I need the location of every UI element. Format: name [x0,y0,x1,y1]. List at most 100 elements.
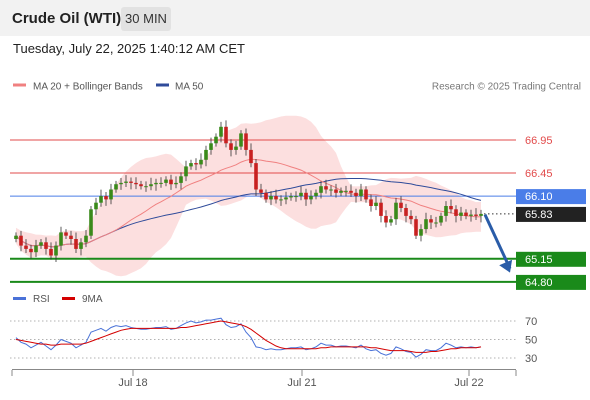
candle-body [34,245,38,253]
candle-body [294,196,298,198]
candle-body [304,192,308,200]
candle [364,186,368,203]
candle [414,215,418,239]
candle-body [394,202,398,220]
candle [84,230,88,248]
candle [254,159,258,196]
rsi-ma-swatch [62,297,75,300]
candle [54,241,58,262]
candle-body [149,184,153,187]
candle [139,180,143,190]
candle-body [224,126,228,144]
candle-body [389,219,393,223]
candle-body [184,166,188,177]
candle-body [79,242,83,249]
candle-body [99,196,103,203]
candle [244,128,248,156]
candle [239,130,243,150]
price-tag-label: 66.10 [525,191,553,203]
candle-body [154,182,158,185]
candle [394,197,398,225]
candle [59,226,63,251]
candle-body [189,163,193,167]
candle [164,176,168,187]
candle-body [429,219,433,223]
arrow-head [499,259,513,273]
candle-body [144,186,148,188]
candle [349,184,353,197]
candle-body [74,239,78,249]
ma20-polyline [15,158,482,248]
price-tag-66.95: 66.95 [525,135,553,147]
candle [299,186,303,201]
chart-header: Crude Oil (WTI) 30 MIN [0,0,590,36]
candle-body [24,245,28,249]
candle [109,183,113,205]
price-tag-label: 64.80 [525,277,553,289]
candle [44,237,48,255]
candle [129,177,133,190]
candle [154,178,158,191]
candle-body [134,182,138,185]
candle-body [474,214,478,216]
rsi-ma-polyline [15,320,482,353]
candle-body [289,196,293,198]
candle-body [169,179,173,185]
candle-body [319,186,323,193]
candle-body [354,192,358,197]
candle [444,201,448,222]
candle-body [449,206,453,210]
candle-body [309,196,313,200]
candle-body [129,181,133,183]
candle-body [254,163,258,190]
candle [439,212,443,226]
candle [134,177,138,190]
candle [354,188,358,203]
candle-body [419,229,423,236]
candle-body [444,206,448,216]
candle-body [54,245,58,256]
candle [359,183,363,201]
candle-body [399,202,403,208]
candle-body [209,143,213,150]
candle-body [244,133,248,150]
timeframe-badge[interactable]: 30 MIN [121,7,171,31]
candle [99,189,103,207]
candle [149,177,153,191]
candle-body [199,159,203,165]
candle-body [59,232,63,246]
candle [384,210,388,228]
price-tag-label: 65.83 [525,209,553,221]
candle-body [89,209,93,236]
candle-body [139,184,143,187]
candle [179,172,183,190]
candle [459,206,463,221]
candlesticks [14,120,483,262]
candle-body [349,190,353,193]
candle-body [124,181,128,183]
candle-body [44,242,48,249]
candle-body [109,189,113,200]
candle-body [479,213,483,216]
rsi-tick-label-50: 50 [525,335,537,347]
price-tag-65.83: 65.83 [516,206,586,222]
candle [334,183,338,198]
candle [329,185,333,196]
candle-body [344,190,348,192]
candle [229,139,233,157]
candle-body [84,235,88,243]
candle [259,183,263,198]
price-tag-box [516,251,586,267]
candle-body [194,163,198,165]
research-credit: Research © 2025 Trading Central [432,82,581,93]
candle [204,145,208,167]
candle-body [424,219,428,230]
candle-body [164,179,168,183]
candle [339,187,343,197]
candle-body [119,182,123,185]
candle [279,195,283,206]
candle [219,121,223,143]
candle [249,143,253,168]
candle [434,216,438,228]
rsi-lines [15,317,482,358]
